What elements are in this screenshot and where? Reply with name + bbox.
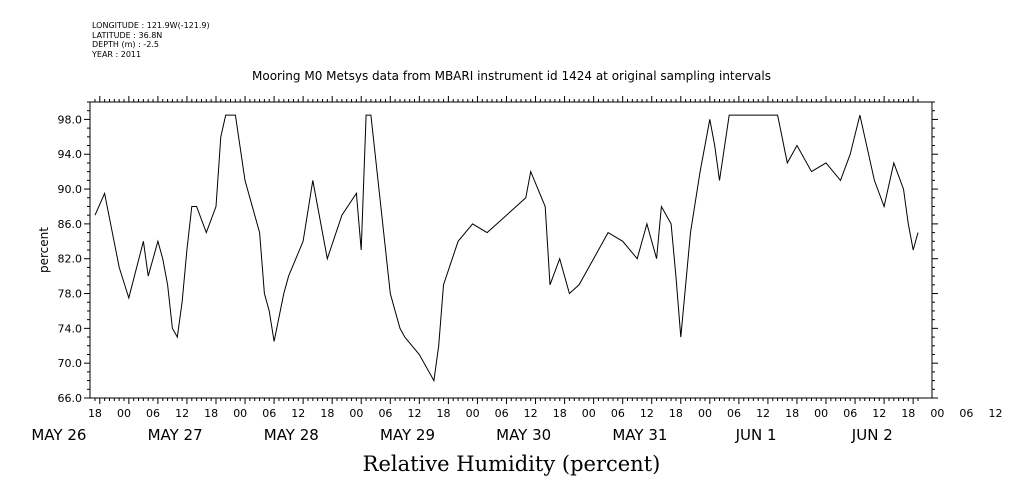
x-hour-tick-label: 00 [814,407,828,420]
x-hour-tick-label: 18 [553,407,567,420]
x-hour-tick-label: 00 [349,407,363,420]
y-tick-label: 86.0 [58,218,83,231]
latitude-text: LATITUDE : 36.8N [92,30,163,40]
longitude-text: LONGITUDE : 121.9W(-121.9) [92,21,210,30]
x-hour-tick-label: 18 [204,407,218,420]
x-hour-tick-label: 06 [146,407,160,420]
x-axis-title: Relative Humidity (percent) [362,452,661,476]
x-hour-tick-label: 00 [930,407,944,420]
plot-frame [89,101,933,399]
tick-labels-layer: 18 00 06 12 18 00 06 12 18 00 06 12 18 00 06 12 18 00 06 12… [31,113,1002,444]
y-tick-label: 98.0 [58,113,83,126]
x-date-tick-label: MAY 27 [148,426,203,444]
x-hour-tick-label: 06 [495,407,509,420]
x-hour-tick-label: 06 [843,407,857,420]
x-hour-tick-label: 12 [175,407,189,420]
x-hour-tick-label: 18 [88,407,102,420]
x-hour-tick-label: 18 [785,407,799,420]
x-hour-tick-label: 06 [378,407,392,420]
y-axis-title: percent [37,227,51,273]
x-hour-tick-label: 00 [698,407,712,420]
x-hour-tick-label: 12 [988,407,1002,420]
y-tick-label: 66.0 [58,392,83,405]
x-hour-tick-label: 18 [901,407,915,420]
x-hour-tick-label: 12 [291,407,305,420]
x-hour-tick-label: 00 [233,407,247,420]
y-tick-label: 70.0 [58,357,83,370]
x-hour-tick-label: 00 [466,407,480,420]
x-date-tick-label: JUN 1 [735,426,777,444]
chart-title: Mooring M0 Metsys data from MBARI instru… [252,69,771,83]
x-date-tick-label: MAY 31 [612,426,667,444]
x-hour-tick-label: 06 [611,407,625,420]
station-metadata: LONGITUDE : 121.9W(-121.9) LATITUDE : 36… [92,21,210,59]
year-text: YEAR : 2011 [92,49,142,59]
x-date-tick-label: MAY 30 [496,426,551,444]
x-axis-title-wrap: Relative Humidity (percent) [0,452,1009,476]
axes-layer [84,96,938,404]
x-hour-tick-label: 06 [262,407,276,420]
x-hour-tick-label: 06 [727,407,741,420]
x-hour-tick-label: 18 [320,407,334,420]
x-hour-tick-label: 12 [524,407,538,420]
x-hour-tick-label: 06 [959,407,973,420]
x-hour-tick-label: 12 [640,407,654,420]
x-date-tick-label: MAY 26 [31,426,86,444]
x-hour-tick-label: 18 [437,407,451,420]
depth-text: DEPTH (m) : -2.5 [92,40,159,49]
x-hour-tick-label: 12 [872,407,886,420]
x-date-tick-label: MAY 29 [380,426,435,444]
y-tick-label: 78.0 [58,288,83,301]
x-hour-tick-label: 00 [117,407,131,420]
y-tick-label: 90.0 [58,183,83,196]
x-date-tick-label: JUN 2 [851,426,893,444]
x-hour-tick-label: 12 [756,407,770,420]
series-line [94,114,919,383]
y-tick-label: 82.0 [58,253,83,266]
y-tick-label: 94.0 [58,148,83,161]
x-hour-tick-label: 18 [669,407,683,420]
x-hour-tick-label: 00 [582,407,596,420]
x-hour-tick-label: 12 [407,407,421,420]
chart-title-wrap: Mooring M0 Metsys data from MBARI instru… [0,69,1009,83]
x-date-tick-label: MAY 28 [264,426,319,444]
series-layer [94,114,919,383]
y-tick-label: 74.0 [58,322,83,335]
